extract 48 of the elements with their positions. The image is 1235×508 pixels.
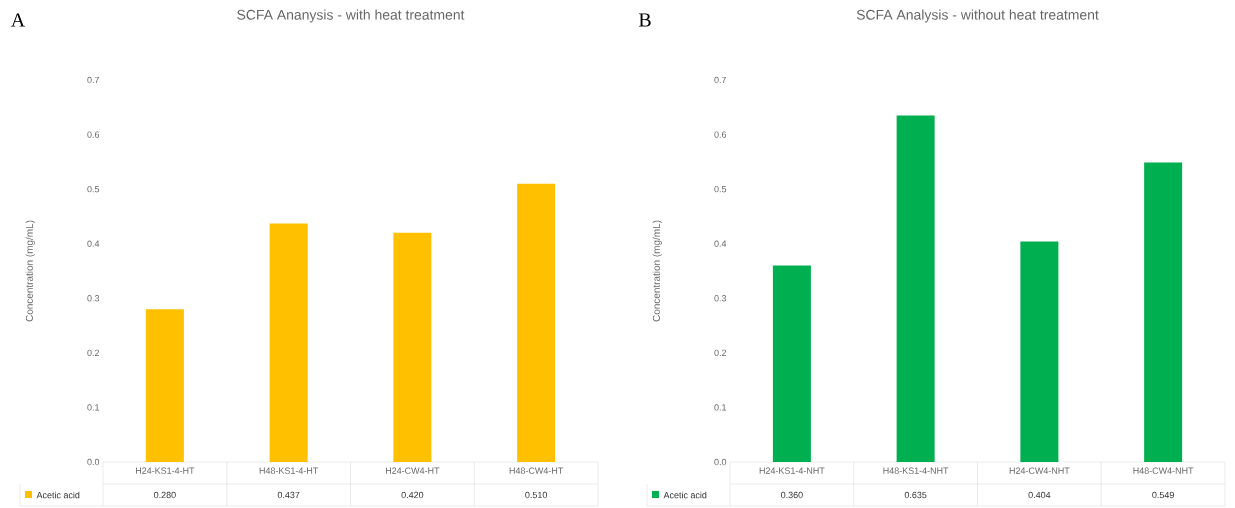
y-tick-label: 0.6 <box>87 131 100 138</box>
x-tick-label: H24-KS1-4-HT <box>135 467 195 474</box>
x-tick-label: H48-CW4-NHT <box>1133 467 1194 474</box>
y-axis-title: Concentration (mg/mL) <box>25 220 35 322</box>
y-tick-label: 0.7 <box>714 76 727 84</box>
chart-title: SCFA Analysis - without heat treatment <box>856 9 1099 23</box>
y-tick-label: 0.2 <box>714 349 727 357</box>
y-tick-label: 0.7 <box>87 76 100 84</box>
x-tick-label: H48-CW4-HT <box>509 467 564 474</box>
data-label: 0.510 <box>525 491 547 499</box>
y-tick-label: 0.1 <box>714 404 727 411</box>
y-tick-label: 0.0 <box>714 458 727 466</box>
y-tick-label: 0.3 <box>87 295 100 302</box>
legend-label: Acetic acid <box>36 491 80 499</box>
bar <box>269 223 308 462</box>
x-tick-label: H48-KS1-4-NHT <box>883 467 949 474</box>
data-label: 0.404 <box>1028 491 1051 499</box>
y-tick-label: 0.5 <box>87 185 100 193</box>
data-label: 0.420 <box>401 491 424 499</box>
data-label: 0.280 <box>154 491 176 499</box>
bar <box>1144 162 1183 462</box>
bar <box>772 265 811 462</box>
y-tick-label: 0.1 <box>87 404 100 411</box>
x-tick-label: H24-KS1-4-NHT <box>759 467 825 474</box>
y-tick-label: 0.2 <box>87 349 100 357</box>
x-tick-label: H48-KS1-4-HT <box>259 467 319 474</box>
bar <box>1020 241 1059 462</box>
y-tick-label: 0.4 <box>87 240 100 247</box>
legend-label: Acetic acid <box>663 491 707 499</box>
y-tick-label: 0.6 <box>714 131 727 138</box>
text: A <box>11 13 26 27</box>
x-tick-label: H24-CW4-HT <box>385 467 440 474</box>
bar <box>393 232 432 462</box>
y-tick-label: 0.3 <box>714 295 727 302</box>
data-label: 0.549 <box>1152 491 1174 499</box>
data-label: 0.437 <box>277 491 300 499</box>
x-tick-label: H24-CW4-NHT <box>1009 467 1070 474</box>
y-tick-label: 0.0 <box>87 458 100 466</box>
y-tick-label: 0.5 <box>714 185 727 193</box>
data-label: 0.360 <box>781 491 803 499</box>
bar <box>145 309 184 462</box>
y-tick-label: 0.4 <box>714 240 727 247</box>
bar <box>896 115 935 462</box>
data-label: 0.635 <box>904 491 927 499</box>
text: B <box>638 13 651 27</box>
chart-title: SCFA Ananysis - with heat treatment <box>237 9 465 23</box>
y-axis-title: Concentration (mg/mL) <box>652 220 662 322</box>
bar <box>517 183 556 462</box>
